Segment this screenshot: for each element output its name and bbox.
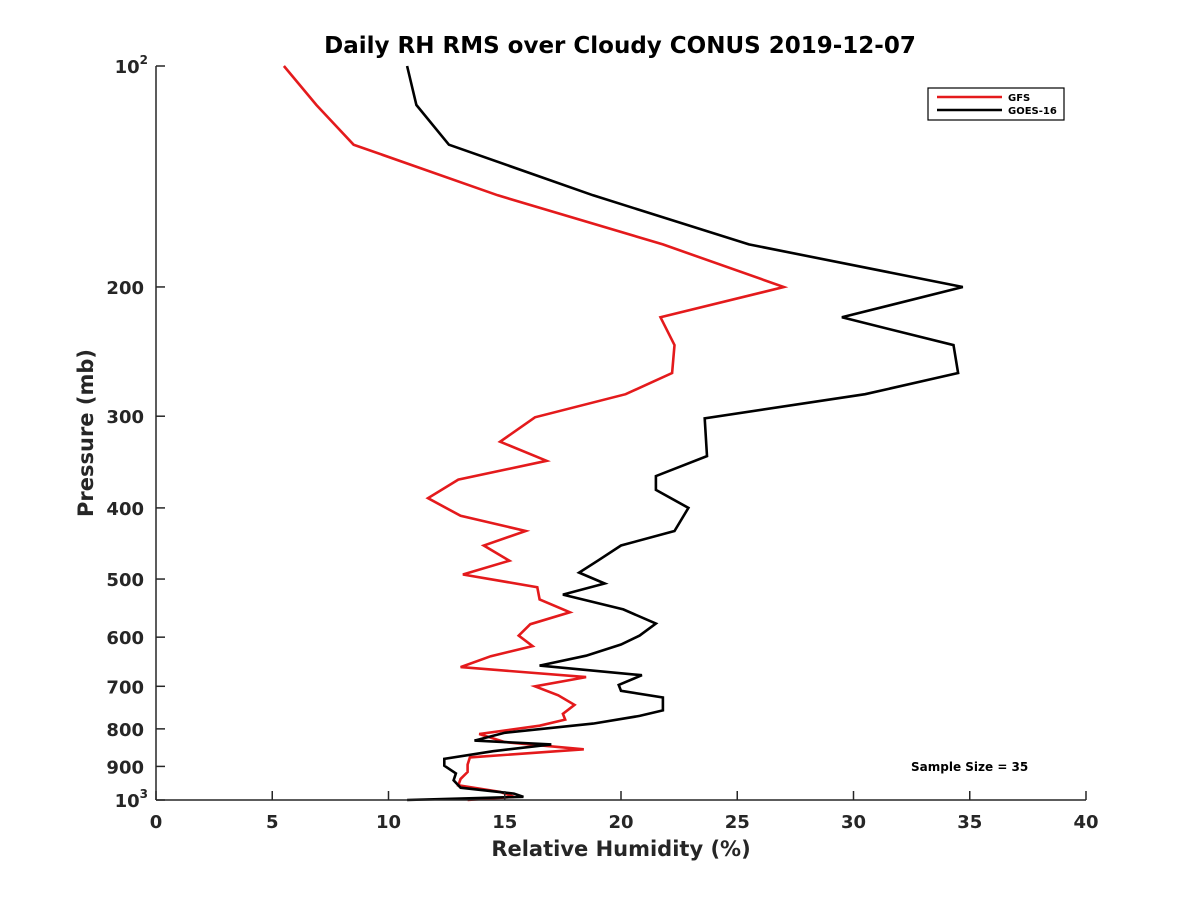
legend-label-goes-16: GOES-16 <box>1008 106 1057 117</box>
series-line-gfs <box>282 65 789 802</box>
x-tick-label: 10 <box>376 812 401 833</box>
y-tick-label: 400 <box>106 499 144 520</box>
x-tick-label: 0 <box>150 812 163 833</box>
x-tick-label: 15 <box>492 812 517 833</box>
y-axis-label: Pressure (mb) <box>74 349 98 517</box>
y-tick-label: 900 <box>106 757 144 778</box>
y-ticks: 102 200 300 400 500 600 700 800 900 103 <box>106 53 165 812</box>
sample-size-annotation: Sample Size = 35 <box>911 760 1028 774</box>
y-tick-label: 103 <box>115 787 148 812</box>
y-tick-label: 700 <box>106 677 144 698</box>
y-tick-label: 600 <box>106 628 144 649</box>
x-ticks: 0 5 10 15 20 25 30 35 40 <box>150 791 1099 833</box>
y-tick-label: 500 <box>106 570 144 591</box>
x-tick-label: 20 <box>608 812 633 833</box>
series-layer <box>282 65 964 802</box>
y-tick-label: 300 <box>106 407 144 428</box>
y-tick-label: 800 <box>106 720 144 741</box>
chart-title: Daily RH RMS over Cloudy CONUS 2019-12-0… <box>324 33 916 59</box>
x-tick-label: 5 <box>266 812 279 833</box>
legend: GFS GOES-16 <box>927 87 1065 121</box>
x-tick-label: 40 <box>1073 812 1098 833</box>
y-tick-label: 200 <box>106 278 144 299</box>
x-axis-label: Relative Humidity (%) <box>491 837 750 861</box>
legend-label-gfs: GFS <box>1008 93 1030 104</box>
x-tick-label: 30 <box>841 812 866 833</box>
x-tick-label: 25 <box>725 812 750 833</box>
y-tick-label: 102 <box>115 53 148 78</box>
legend-box <box>927 87 1065 121</box>
series-line-goes-16 <box>405 65 964 802</box>
x-tick-label: 35 <box>957 812 982 833</box>
